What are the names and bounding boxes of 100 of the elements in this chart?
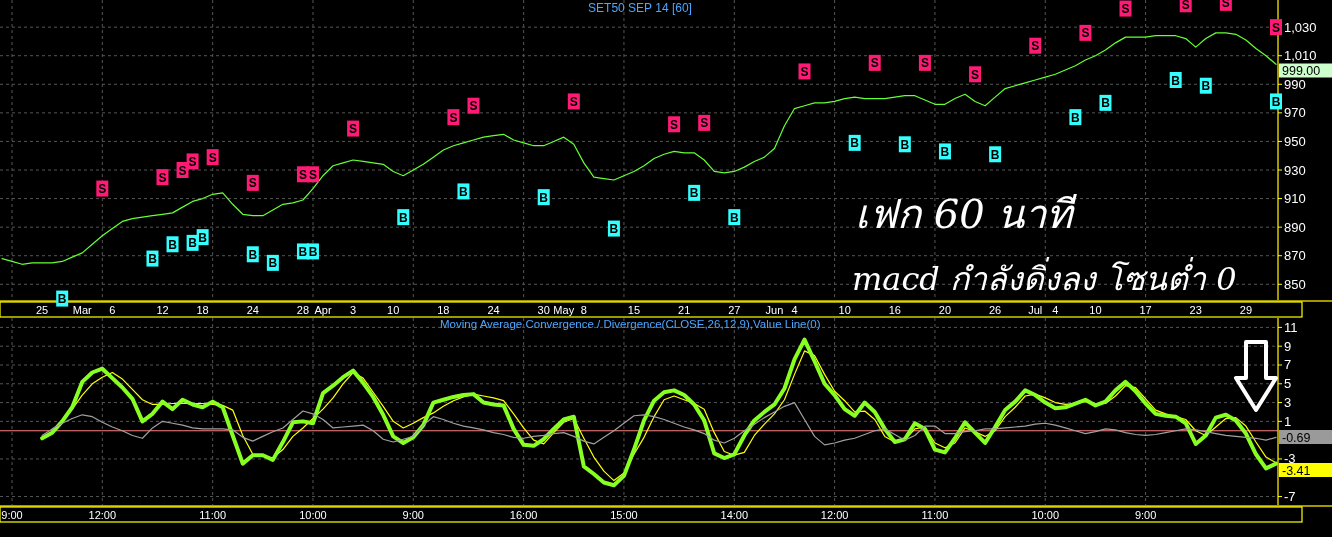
x-tick-label: 30 xyxy=(537,304,550,316)
signal: B xyxy=(938,143,951,160)
signal: S xyxy=(698,114,711,131)
y-tick-label: 950 xyxy=(1284,133,1306,149)
y-tick-label: -7 xyxy=(1284,489,1296,505)
x-tick-label: 12:00 xyxy=(88,509,117,521)
x-tick-label: Apr xyxy=(314,304,332,316)
x-tick-label: 10:00 xyxy=(299,509,327,521)
x-tick-label: 9:00 xyxy=(1,509,23,521)
signal: S xyxy=(1079,24,1092,41)
signal: B xyxy=(266,254,279,271)
signal: S xyxy=(176,162,189,178)
y-tick-label: 870 xyxy=(1284,248,1306,264)
signal: S xyxy=(296,166,309,183)
signal: B xyxy=(397,209,410,226)
x-tick-label: 10 xyxy=(387,304,400,316)
y-tick-label: 1 xyxy=(1284,413,1292,429)
signal: S xyxy=(868,54,881,71)
signal: S xyxy=(1270,19,1282,36)
signal: B xyxy=(196,229,209,246)
signal: S xyxy=(918,54,931,71)
signal: S xyxy=(668,116,681,133)
y-tick-label: 9 xyxy=(1284,338,1292,354)
signal: S xyxy=(969,66,982,83)
signal: S xyxy=(467,97,480,114)
y-tick-label: 930 xyxy=(1284,162,1306,178)
x-tick-label: 24 xyxy=(487,304,500,316)
signal: S xyxy=(96,180,109,197)
signal: S xyxy=(206,149,219,166)
x-tick-label: 10:00 xyxy=(1031,509,1060,521)
x-tick-label: 16:00 xyxy=(509,509,538,521)
signal: S xyxy=(1179,0,1192,13)
x-tick-label: 24 xyxy=(246,304,259,316)
signal: B xyxy=(166,236,179,253)
y-tick-label: 7 xyxy=(1284,357,1292,373)
x-tick-label: 9:00 xyxy=(1134,509,1157,521)
signal: S xyxy=(798,63,811,80)
signal: B xyxy=(457,183,470,200)
signal: B xyxy=(1169,72,1182,88)
y-tick-label: 890 xyxy=(1284,219,1306,235)
annotation: เฟก 60 นาที xyxy=(855,191,1078,237)
x-tick-label: 10 xyxy=(1089,304,1102,316)
y-tick-label: 990 xyxy=(1284,76,1306,92)
signal: B xyxy=(989,146,1002,163)
signal: B xyxy=(1069,109,1082,126)
signal: B xyxy=(146,250,159,267)
signal: B xyxy=(56,290,69,307)
x-tick-label: 25 xyxy=(36,304,49,316)
signal: B xyxy=(848,134,861,151)
signal: S xyxy=(156,169,169,186)
signal: S xyxy=(567,93,580,110)
y-tick-label: 3 xyxy=(1284,395,1292,411)
value-tag: -3.41 xyxy=(1279,463,1332,478)
signal: B xyxy=(607,220,620,237)
x-tick-label: 21 xyxy=(678,304,691,316)
x-tick-label: 14:00 xyxy=(720,509,749,521)
signal: S xyxy=(246,174,259,191)
x-tick-label: 18 xyxy=(196,304,209,316)
x-tick-label: 29 xyxy=(1239,304,1253,316)
signal: B xyxy=(537,189,550,206)
x-tick-label: 8 xyxy=(580,304,587,316)
x-tick-label: 26 xyxy=(988,304,1002,316)
signal: B xyxy=(688,184,701,201)
signal: S xyxy=(347,120,360,137)
x-tick-label: 28 xyxy=(296,304,310,316)
signal: B xyxy=(296,243,309,260)
y-tick-label: 5 xyxy=(1284,376,1292,392)
signal: B xyxy=(728,209,741,226)
x-tick-label: Mar xyxy=(72,304,93,316)
x-tick-label: 6 xyxy=(109,304,116,316)
y-tick-label: 970 xyxy=(1284,105,1306,121)
x-tick-label: 4 xyxy=(1052,304,1059,316)
y-tick-label: 850 xyxy=(1284,276,1306,292)
x-tick-label: 4 xyxy=(791,304,798,316)
chart-title: SET50 SEP 14 [60] xyxy=(588,1,692,15)
annotation: macd กำลังดิ่งลง โซนต่ำ 0 xyxy=(852,257,1237,298)
signal: B xyxy=(1270,93,1282,110)
x-tick-label: 9:00 xyxy=(402,509,424,521)
signal: B xyxy=(246,246,259,263)
signal: S xyxy=(307,166,319,183)
y-tick-label: 1,010 xyxy=(1284,48,1317,64)
x-tick-label: 23 xyxy=(1189,304,1202,316)
x-tick-label: 12:00 xyxy=(820,509,849,521)
x-tick-label: 20 xyxy=(938,304,952,316)
x-tick-label: Jun xyxy=(765,304,784,316)
x-tick-label: 3 xyxy=(350,304,357,316)
x-tick-label: 27 xyxy=(728,304,741,316)
y-tick-label: 910 xyxy=(1284,191,1306,207)
x-tick-label: 10 xyxy=(838,304,851,316)
signal: B xyxy=(898,136,911,153)
signal: S xyxy=(447,109,460,126)
x-tick-label: 11:00 xyxy=(199,509,227,521)
signal: S xyxy=(1119,0,1132,17)
signal: S xyxy=(186,153,199,170)
x-tick-label: Jul xyxy=(1028,304,1043,316)
chart-title: Moving Average Convergence / Divergence(CLOSE,26,12,9),Value Line(0) xyxy=(440,318,821,330)
x-tick-label: May xyxy=(553,304,575,316)
signal: B xyxy=(186,234,199,251)
x-tick-label: 15 xyxy=(627,304,641,316)
signal: B xyxy=(1199,77,1212,94)
